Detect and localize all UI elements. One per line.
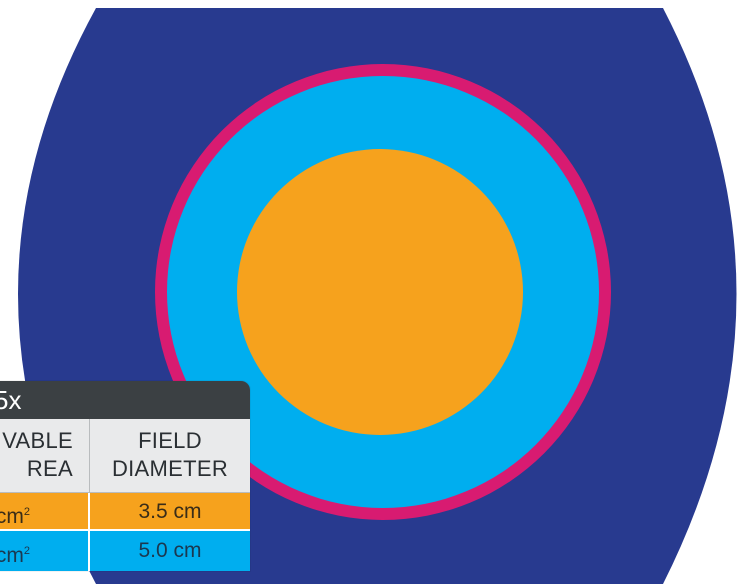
area-unit: cm: [0, 544, 24, 567]
table-header-bar: 5x: [0, 381, 250, 419]
field-spec-table: 5x VABLE REA FIELD DIAMETER cm2 3.5 cm c…: [0, 381, 250, 571]
table-column-headers: VABLE REA FIELD DIAMETER: [0, 419, 250, 493]
table-row: cm2 5.0 cm: [0, 531, 250, 571]
diameter-value: 5.0 cm: [90, 531, 250, 571]
area-unit: cm: [0, 505, 24, 528]
magnification-label: 5x: [0, 385, 22, 415]
table-row: cm2 3.5 cm: [0, 493, 250, 531]
area-unit-exponent: 2: [23, 506, 30, 518]
area-value: cm2: [0, 531, 90, 571]
orange-field-circle: [237, 149, 523, 435]
area-header-line1: VABLE: [2, 428, 73, 453]
area-unit-exponent: 2: [23, 545, 30, 557]
diameter-header-line1: FIELD: [138, 428, 202, 453]
diameter-header-line2: DIAMETER: [111, 456, 229, 481]
area-value: cm2: [0, 493, 90, 531]
area-header-line2: REA: [26, 456, 73, 481]
diameter-value: 3.5 cm: [90, 493, 250, 531]
viewable-area-header: VABLE REA: [0, 419, 90, 493]
field-diameter-header: FIELD DIAMETER: [90, 419, 250, 493]
